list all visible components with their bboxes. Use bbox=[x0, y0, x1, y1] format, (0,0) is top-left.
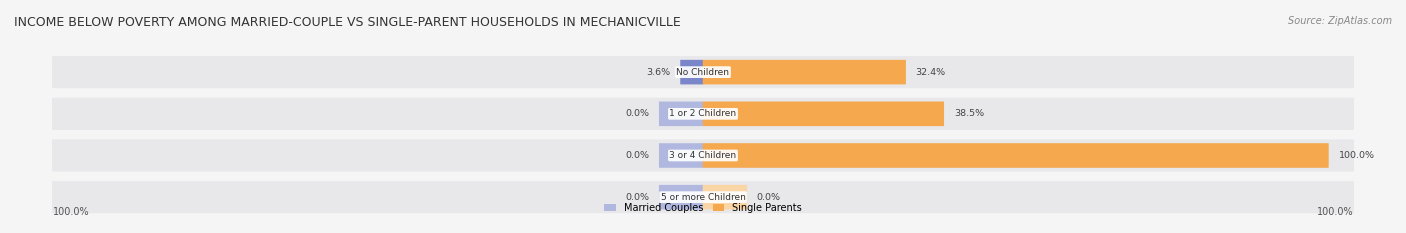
Text: 100.0%: 100.0% bbox=[52, 207, 89, 217]
FancyBboxPatch shape bbox=[52, 181, 1354, 213]
Legend: Married Couples, Single Parents: Married Couples, Single Parents bbox=[600, 199, 806, 217]
Text: 5 or more Children: 5 or more Children bbox=[661, 193, 745, 202]
Text: No Children: No Children bbox=[676, 68, 730, 77]
Text: 38.5%: 38.5% bbox=[953, 109, 984, 118]
Text: 100.0%: 100.0% bbox=[1317, 207, 1354, 217]
FancyBboxPatch shape bbox=[52, 56, 1354, 88]
Text: 1 or 2 Children: 1 or 2 Children bbox=[669, 109, 737, 118]
FancyBboxPatch shape bbox=[52, 98, 1354, 130]
Text: 0.0%: 0.0% bbox=[626, 193, 650, 202]
FancyBboxPatch shape bbox=[52, 139, 1354, 171]
Text: 32.4%: 32.4% bbox=[915, 68, 946, 77]
FancyBboxPatch shape bbox=[659, 185, 703, 209]
FancyBboxPatch shape bbox=[703, 143, 1329, 168]
Text: 3 or 4 Children: 3 or 4 Children bbox=[669, 151, 737, 160]
Text: INCOME BELOW POVERTY AMONG MARRIED-COUPLE VS SINGLE-PARENT HOUSEHOLDS IN MECHANI: INCOME BELOW POVERTY AMONG MARRIED-COUPL… bbox=[14, 16, 681, 29]
Text: 100.0%: 100.0% bbox=[1339, 151, 1375, 160]
FancyBboxPatch shape bbox=[659, 143, 703, 168]
FancyBboxPatch shape bbox=[703, 185, 747, 209]
Text: 3.6%: 3.6% bbox=[647, 68, 671, 77]
Text: Source: ZipAtlas.com: Source: ZipAtlas.com bbox=[1288, 16, 1392, 26]
FancyBboxPatch shape bbox=[703, 102, 943, 126]
Text: 0.0%: 0.0% bbox=[626, 109, 650, 118]
FancyBboxPatch shape bbox=[703, 60, 905, 84]
Text: 0.0%: 0.0% bbox=[756, 193, 780, 202]
FancyBboxPatch shape bbox=[659, 102, 703, 126]
Text: 0.0%: 0.0% bbox=[626, 151, 650, 160]
FancyBboxPatch shape bbox=[681, 60, 703, 84]
